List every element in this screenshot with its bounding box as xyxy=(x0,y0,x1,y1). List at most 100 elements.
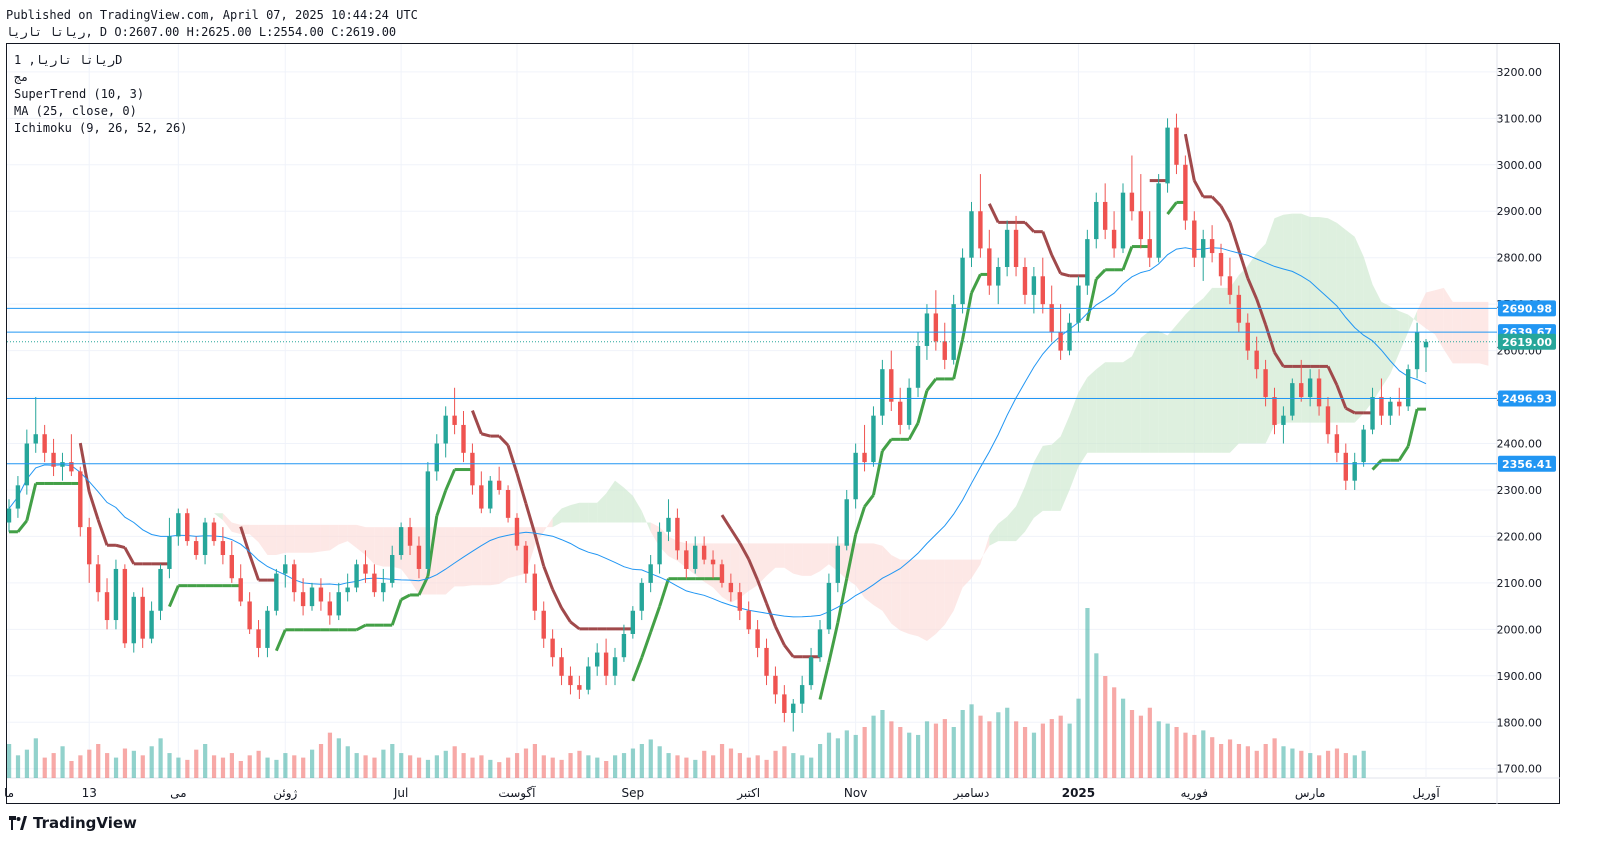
kumo-segment xyxy=(445,527,455,595)
y-tick-label: 3000.00 xyxy=(1497,159,1543,172)
supertrend-segment xyxy=(1041,231,1054,256)
volume-bar xyxy=(550,757,555,778)
supertrend-segment xyxy=(783,644,795,658)
supertrend-segment xyxy=(1371,459,1383,471)
kumo-segment xyxy=(338,524,348,545)
supertrend-segment xyxy=(515,472,528,504)
kumo-segment xyxy=(730,543,740,603)
candle-body xyxy=(345,587,350,593)
candle-body xyxy=(416,545,422,569)
y-tick-label: 2400.00 xyxy=(1497,438,1543,451)
candle-body xyxy=(577,685,582,690)
x-tick-label: اکتبر xyxy=(736,786,760,801)
kumo-segment xyxy=(1336,222,1346,423)
kumo-segment xyxy=(864,543,874,605)
volume-bar xyxy=(69,761,74,778)
supertrend-segment xyxy=(274,629,287,652)
x-tick-label: دسامبر xyxy=(953,786,990,801)
kumo-segment xyxy=(944,559,954,625)
kumo-segment xyxy=(508,527,517,579)
kumo-segment xyxy=(579,502,589,523)
volume-bar xyxy=(907,732,912,778)
supertrend-segment xyxy=(506,444,519,474)
supertrend-segment xyxy=(1335,384,1348,409)
volume-bar xyxy=(1308,753,1313,778)
volume-bar xyxy=(265,757,270,778)
supertrend-segment xyxy=(355,623,367,632)
volume-bar xyxy=(844,730,849,778)
volume-bar xyxy=(461,753,466,778)
kumo-segment xyxy=(213,513,223,521)
volume-bar xyxy=(238,761,243,778)
volume-bar xyxy=(488,759,493,778)
volume-bar xyxy=(1138,715,1144,778)
legend-supertrend[interactable]: SuperTrend (10, 3) xyxy=(14,87,145,101)
volume-bar xyxy=(425,759,431,778)
candle-body xyxy=(425,471,431,569)
kumo-segment xyxy=(561,505,571,523)
supertrend-segment xyxy=(78,442,91,493)
supertrend-segment xyxy=(524,503,537,535)
candle-body xyxy=(33,434,38,444)
volume-bar xyxy=(755,755,760,778)
supertrend-segment xyxy=(569,620,581,631)
candle-body xyxy=(710,559,716,565)
volume-bar xyxy=(684,757,689,778)
legend-ma[interactable]: MA (25, close, 0) xyxy=(14,104,137,118)
candle-body xyxy=(1156,183,1161,258)
supertrend-segment xyxy=(756,579,768,604)
kumo-segment xyxy=(900,559,910,634)
kumo-segment xyxy=(454,527,464,587)
price-label-text: 2496.93 xyxy=(1502,392,1552,405)
kumo-segment xyxy=(249,524,259,543)
volume-bar xyxy=(452,746,457,778)
kumo-segment xyxy=(606,480,616,523)
candle-body xyxy=(1325,406,1331,435)
legend-symbol[interactable]: ریاتا تاریا, 1D xyxy=(14,53,123,67)
volume-bar xyxy=(105,753,110,778)
kumo-segment xyxy=(481,527,491,586)
supertrend-segment xyxy=(1211,195,1223,208)
candle-body xyxy=(568,675,573,686)
candle-body xyxy=(1388,401,1393,416)
candle-body xyxy=(1245,322,1250,351)
chart-frame[interactable] xyxy=(6,43,1560,804)
candle-body xyxy=(87,527,92,565)
candle-body xyxy=(265,610,270,648)
kumo-segment xyxy=(124,480,134,504)
y-tick-label: 1700.00 xyxy=(1497,763,1543,776)
kumo-segment xyxy=(1078,377,1088,467)
candle-body xyxy=(773,675,778,695)
candle-body xyxy=(1299,383,1304,398)
volume-bar xyxy=(800,755,805,778)
supertrend-segment xyxy=(649,606,661,633)
volume-bar xyxy=(1120,698,1126,778)
volume-bar xyxy=(924,721,930,778)
candle-body xyxy=(470,452,475,486)
volume-bar xyxy=(42,757,47,778)
kumo-segment xyxy=(1158,330,1168,453)
kumo-segment xyxy=(695,543,705,582)
kumo-segment xyxy=(1327,218,1337,423)
kumo-segment xyxy=(356,524,366,556)
kumo-segment xyxy=(1434,287,1444,350)
volume-bar xyxy=(746,757,751,778)
candle-body xyxy=(906,387,912,425)
kumo-segment xyxy=(704,543,714,588)
candle-body xyxy=(978,211,983,249)
legend-ichimoku[interactable]: Ichimoku (9, 26, 52, 26) xyxy=(14,121,188,135)
candle-body xyxy=(211,522,217,542)
kumo-segment xyxy=(1443,287,1453,364)
supertrend-segment xyxy=(818,661,831,700)
candle-body xyxy=(229,555,234,579)
volume-bar xyxy=(318,744,324,778)
candle-body xyxy=(586,666,591,690)
volume-bar xyxy=(60,746,65,778)
volume-bar xyxy=(1352,755,1357,778)
candle-body xyxy=(612,657,618,676)
volume-bar xyxy=(381,749,386,778)
supertrend-segment xyxy=(1095,268,1107,281)
candle-body xyxy=(1138,211,1144,240)
volume-bar xyxy=(675,755,680,778)
